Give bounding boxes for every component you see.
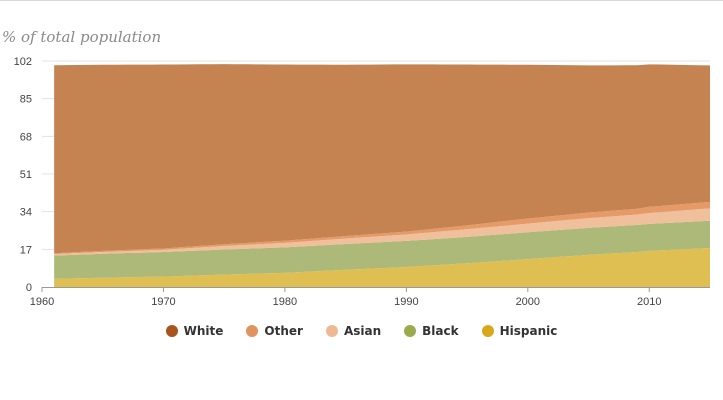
- legend-item-other: Other: [246, 324, 303, 338]
- y-tick-label: 68: [20, 131, 32, 143]
- x-tick-label: 2010: [637, 296, 661, 308]
- x-tick-label: 2000: [516, 296, 540, 308]
- x-tick-label: 1960: [30, 296, 54, 308]
- legend-swatch: [165, 325, 178, 337]
- legend-label: White: [183, 324, 224, 338]
- area-white: [54, 64, 710, 254]
- y-tick-label: 34: [20, 207, 32, 219]
- x-tick-label: 1990: [394, 296, 418, 308]
- legend-swatch: [325, 325, 338, 337]
- y-tick-label: 85: [20, 94, 32, 106]
- y-tick-label: 0: [26, 282, 32, 294]
- x-tick-label: 1980: [273, 296, 297, 308]
- legend-label: Other: [264, 324, 303, 338]
- legend-swatch: [404, 325, 417, 337]
- legend-swatch: [246, 325, 259, 337]
- legend-label: Black: [422, 324, 459, 338]
- legend-item-black: Black: [404, 324, 459, 338]
- chart-legend: White Other Asian Black Hispanic: [0, 324, 723, 338]
- y-tick-label: 51: [20, 169, 32, 181]
- legend-swatch: [481, 325, 494, 337]
- area-hispanic: [54, 248, 710, 287]
- legend-item-hispanic: Hispanic: [481, 324, 558, 338]
- legend-label: Hispanic: [499, 324, 558, 338]
- legend-item-white: White: [165, 324, 224, 338]
- y-tick-label: 17: [20, 244, 32, 256]
- area-black: [54, 220, 710, 279]
- legend-item-asian: Asian: [325, 324, 382, 338]
- y-tick-label: 102: [14, 56, 32, 68]
- area-layer: [54, 64, 710, 287]
- y-axis-title: % of total population: [2, 28, 162, 46]
- legend-label: Asian: [343, 324, 382, 338]
- x-tick-label: 1970: [151, 296, 175, 308]
- top-rule: [0, 0, 723, 1]
- axis-layer: 0 17 34 51 68 85 102 1960 1970 1980 1990 2000 2010: [14, 56, 710, 308]
- area-chart: 0 17 34 51 68 85 102 1960 1970 1980 1990 2000 2010: [14, 56, 710, 308]
